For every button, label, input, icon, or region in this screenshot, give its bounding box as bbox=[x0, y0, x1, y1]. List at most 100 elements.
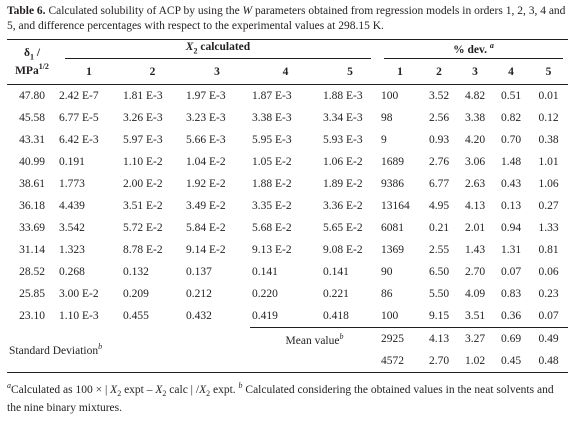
table-cell: 5.95 E-3 bbox=[252, 134, 292, 146]
table-cell: 0.455 bbox=[123, 310, 149, 323]
table-cell: 1.10 E-3 bbox=[59, 310, 99, 323]
table-cell: 5.93 E-3 bbox=[323, 134, 363, 146]
table-cell: 2.01 bbox=[464, 222, 486, 234]
order-header: 4 bbox=[493, 60, 529, 85]
table-row: 43.31 6.42 E-3 5.97 E-3 5.66 E-3 5.95 E-3 5.9… bbox=[7, 129, 568, 151]
table-cell: 6.77 E-5 bbox=[59, 112, 99, 124]
table-cell: 5.68 E-2 bbox=[252, 222, 292, 234]
table-cell: 3.38 E-3 bbox=[252, 112, 292, 124]
table-cell: 0.36 bbox=[500, 310, 522, 322]
table-cell: 0.141 bbox=[252, 266, 278, 278]
table-cell: 9.08 E-2 bbox=[323, 244, 363, 256]
table-cell: 1.01 bbox=[538, 156, 559, 168]
text: MPa bbox=[15, 64, 39, 77]
table-cell: 1.81 E-3 bbox=[123, 90, 163, 102]
table-cell: 1.10 E-2 bbox=[123, 156, 163, 168]
table-row: 33.69 3.542 5.72 E-2 5.84 E-2 5.68 E-2 5.65 E… bbox=[7, 217, 568, 239]
order-header: 2 bbox=[121, 60, 184, 85]
caption-symbol: W bbox=[242, 5, 253, 17]
footnote: aCalculated as 100 × | X2 expt – X2 calc… bbox=[7, 379, 568, 415]
table-cell: 0.93 bbox=[428, 134, 450, 146]
table-cell: 0.209 bbox=[123, 288, 149, 300]
superscript: b bbox=[238, 381, 243, 390]
table-cell: 1.323 bbox=[59, 244, 85, 256]
symbol: X bbox=[110, 383, 118, 396]
table-cell: 0.83 bbox=[500, 288, 522, 300]
table-row: 25.85 3.00 E-2 0.209 0.212 0.220 0.221 86 5.50 4… bbox=[7, 283, 568, 305]
table-cell: 1.48 bbox=[500, 156, 522, 168]
table-cell: 9.14 E-2 bbox=[186, 244, 226, 256]
table-row: 28.52 0.268 0.132 0.137 0.141 0.141 90 6.50 2.70… bbox=[7, 261, 568, 283]
text: Calculated considering the obtained valu… bbox=[7, 383, 554, 415]
table-cell: 43.31 bbox=[19, 134, 45, 146]
table-cell: 0.419 bbox=[252, 310, 278, 322]
subscript: 2 bbox=[193, 46, 198, 56]
table-cell: 98 bbox=[381, 112, 393, 124]
table-cell: 0.07 bbox=[538, 310, 559, 322]
table-cell: 3.52 bbox=[428, 90, 450, 102]
text: b bbox=[98, 342, 103, 352]
table-cell: 1.88 E-2 bbox=[252, 178, 292, 190]
table-cell: 36.18 bbox=[19, 200, 45, 212]
table-cell: 0.268 bbox=[59, 266, 85, 278]
table-cell: 4.20 bbox=[464, 134, 486, 146]
table-cell: 0.06 bbox=[538, 266, 559, 278]
table-cell: 31.14 bbox=[19, 244, 45, 256]
table-cell: 0.212 bbox=[186, 288, 212, 300]
table-cell: 1.31 bbox=[500, 244, 522, 256]
table-cell: 3.00 E-2 bbox=[59, 288, 99, 300]
table-cell: 3.542 bbox=[59, 222, 85, 234]
table-cell: 3.27 bbox=[457, 327, 493, 350]
table-cell: 0.220 bbox=[252, 288, 278, 300]
table-cell: 86 bbox=[381, 288, 393, 300]
table-cell: 0.82 bbox=[500, 112, 522, 124]
table-cell: 9.15 bbox=[428, 310, 450, 322]
table-cell: 6.42 E-3 bbox=[59, 134, 99, 146]
table-cell: 6081 bbox=[381, 222, 404, 234]
subscript: 2 bbox=[206, 389, 211, 399]
table-cell: 0.48 bbox=[538, 355, 559, 367]
table-cell: 4572 bbox=[381, 355, 404, 367]
table-cell: 0.221 bbox=[323, 288, 349, 300]
table-cell: 0.21 bbox=[428, 222, 450, 234]
table-cell: 0.191 bbox=[59, 156, 85, 168]
table-cell: 0.07 bbox=[500, 266, 522, 278]
table-cell: 1.773 bbox=[59, 178, 85, 190]
column-header: δ1 / MPa1/2 bbox=[7, 39, 57, 85]
order-header: 3 bbox=[457, 60, 493, 85]
table-cell: 4.13 bbox=[421, 327, 457, 350]
text: / bbox=[33, 47, 41, 60]
table-cell: 2.00 E-2 bbox=[123, 178, 163, 190]
symbol: X bbox=[199, 383, 207, 396]
table-cell: 3.23 E-3 bbox=[186, 112, 226, 124]
table-cell: 5.65 E-2 bbox=[323, 222, 363, 234]
table-cell: 2925 bbox=[379, 327, 421, 350]
symbol: X bbox=[155, 383, 163, 396]
table-cell: 9.13 E-2 bbox=[252, 244, 292, 256]
table-cell: 2.63 bbox=[464, 178, 486, 190]
subscript: 2 bbox=[117, 389, 122, 399]
order-header: 1 bbox=[379, 60, 421, 85]
table-cell: 5.50 bbox=[428, 288, 450, 300]
table-cell: 1.97 E-3 bbox=[186, 90, 226, 102]
table-cell: 6.50 bbox=[428, 266, 450, 278]
caption-text: Calculated solubility of ACP by using th… bbox=[45, 5, 243, 17]
order-header: 4 bbox=[250, 60, 321, 85]
group-header: X2 calculated bbox=[57, 40, 379, 61]
table-cell: 5.97 E-3 bbox=[123, 134, 163, 146]
table-cell: 100 bbox=[381, 310, 399, 322]
table-cell: 0.45 bbox=[500, 355, 522, 367]
table-cell: 33.69 bbox=[19, 222, 45, 234]
table-cell: 4.09 bbox=[464, 288, 486, 300]
table-cell: 0.137 bbox=[186, 266, 212, 278]
table-cell: 0.27 bbox=[538, 200, 559, 212]
table-cell: 1.89 E-2 bbox=[323, 178, 363, 190]
text: calc | / bbox=[166, 383, 200, 396]
table-cell: 9 bbox=[381, 134, 387, 146]
table-cell: 3.35 E-2 bbox=[252, 200, 292, 212]
table-cell: 23.10 bbox=[19, 310, 45, 323]
table-cell: 40.99 bbox=[19, 156, 45, 168]
text: Standard Deviation bbox=[9, 345, 99, 358]
order-header: 3 bbox=[184, 60, 250, 85]
